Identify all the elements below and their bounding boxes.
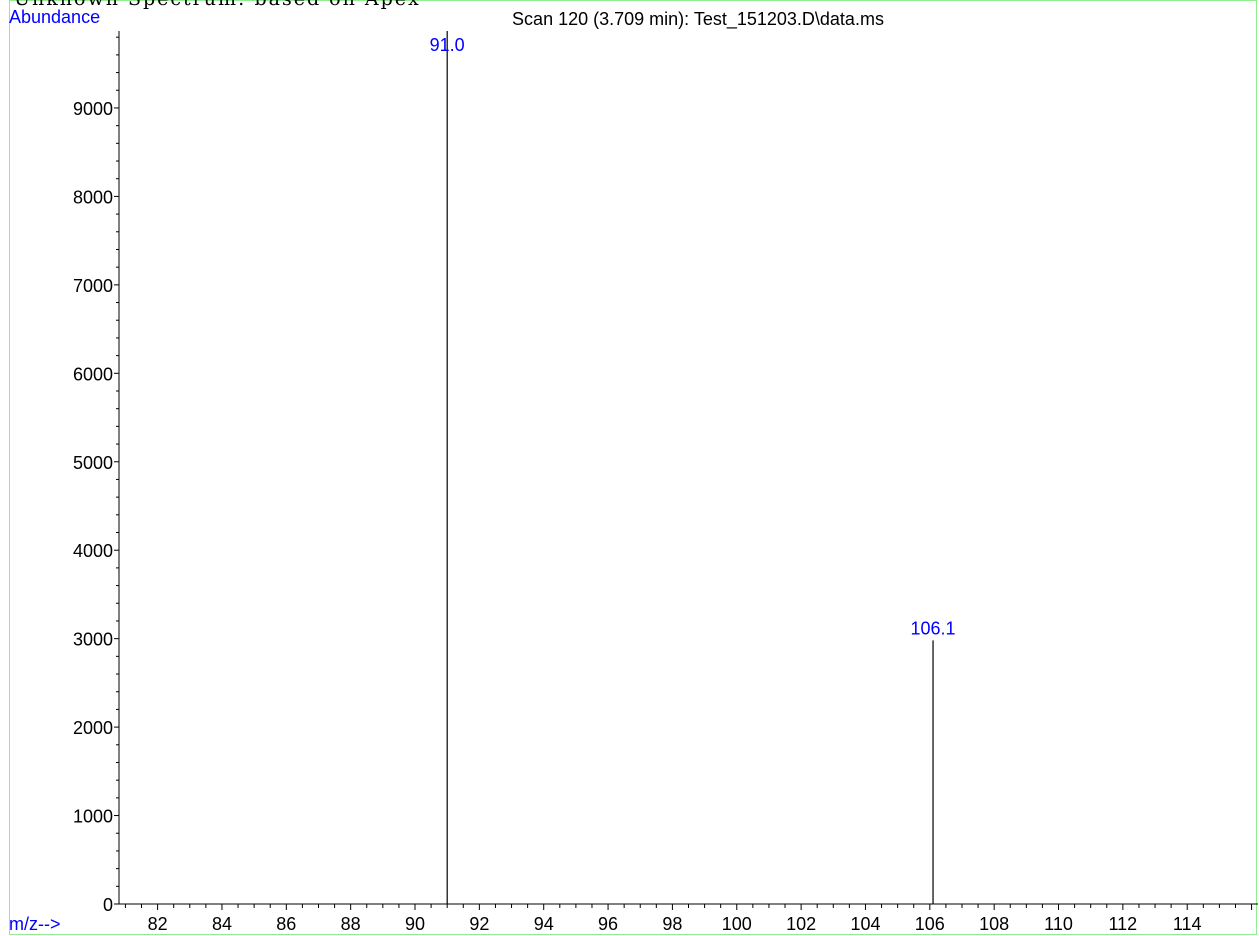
x-tick-label: 96 (598, 914, 618, 934)
ticks-layer (114, 36, 1253, 910)
x-tick-label: 108 (979, 914, 1009, 934)
header-text: Unknown Spectrum: based on Apex (14, 0, 421, 10)
y-tick-label: 6000 (73, 364, 113, 384)
x-tick-label: 94 (534, 914, 554, 934)
y-tick-label: 8000 (73, 187, 113, 207)
y-tick-label: 3000 (73, 630, 113, 650)
x-tick-label: 106 (915, 914, 945, 934)
labels-layer: 0 1000 2000 3000 4000 5000 6000 7000 8000 9000 82 8… (9, 7, 1202, 934)
axes-layer (118, 31, 1258, 905)
x-tick-label: 98 (662, 914, 682, 934)
y-tick-label: 4000 (73, 541, 113, 561)
x-tick-label: 112 (1109, 914, 1138, 934)
y-tick-label: 0 (103, 895, 113, 915)
x-tick-label: 104 (850, 914, 880, 934)
y-tick-label: 2000 (73, 718, 113, 738)
x-tick-label: 90 (405, 914, 425, 934)
x-tick-label: 92 (469, 914, 489, 934)
x-tick-label: 100 (722, 914, 752, 934)
x-tick-label: 84 (212, 914, 232, 934)
x-axis-title: m/z--> (9, 914, 61, 934)
x-tick-label: 114 (1173, 914, 1202, 934)
peaks-layer (446, 31, 934, 904)
x-tick-label: 86 (276, 914, 296, 934)
y-tick-label: 1000 (73, 807, 113, 827)
x-tick-label: 82 (148, 914, 168, 934)
y-axis-title: Abundance (9, 7, 100, 27)
x-tick-label: 88 (341, 914, 361, 934)
y-tick-label: 5000 (73, 453, 113, 473)
chart-title: Scan 120 (3.709 min): Test_151203.D\data… (512, 9, 884, 30)
peak-label: 91.0 (430, 35, 465, 55)
y-tick-label: 7000 (73, 276, 113, 296)
peak-label: 106.1 (911, 618, 956, 638)
x-tick-label: 110 (1044, 914, 1073, 934)
plot-frame (9, 0, 1257, 935)
y-tick-label: 9000 (73, 99, 113, 119)
x-tick-label: 102 (786, 914, 816, 934)
